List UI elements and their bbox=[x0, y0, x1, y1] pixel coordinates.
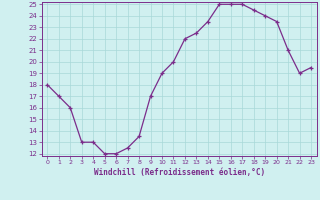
X-axis label: Windchill (Refroidissement éolien,°C): Windchill (Refroidissement éolien,°C) bbox=[94, 168, 265, 177]
